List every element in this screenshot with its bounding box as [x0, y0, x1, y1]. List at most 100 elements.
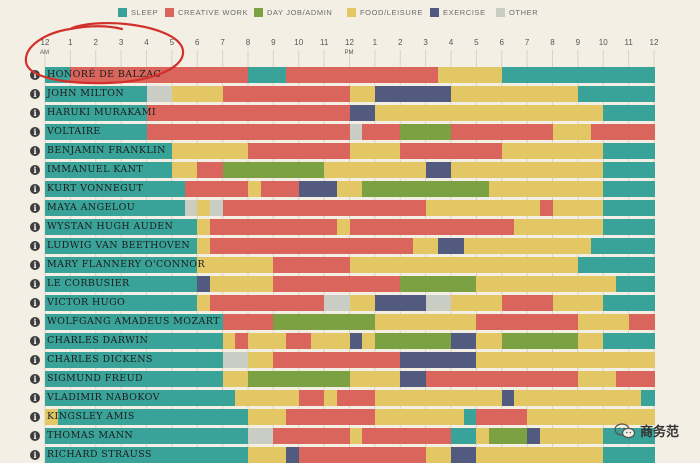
- bar-segment-sleep: [45, 219, 198, 235]
- bar-segment-creative: [260, 181, 300, 197]
- bar-segment-sleep: [45, 143, 173, 159]
- bar-segment-dayjob: [501, 333, 579, 349]
- bar-segment-sleep: [603, 333, 655, 349]
- bar-segment-exercise: [349, 333, 363, 349]
- bar-segment-food: [171, 143, 249, 159]
- bar-segment-sleep: [463, 409, 477, 425]
- bar-segment-creative: [197, 162, 224, 178]
- bar-segment-food: [349, 371, 401, 387]
- info-icon[interactable]: i: [30, 374, 40, 384]
- info-icon[interactable]: i: [30, 260, 40, 270]
- bar-segment-creative: [209, 219, 338, 235]
- bar-segment-dayjob: [222, 162, 325, 178]
- legend-item-exercise: EXERCISE: [430, 8, 486, 17]
- bar-segment-food: [451, 295, 503, 311]
- bar-segment-exercise: [451, 333, 477, 349]
- bar-segment-food: [349, 86, 376, 102]
- info-icon[interactable]: i: [30, 431, 40, 441]
- legend-label-food: FOOD/LEISURE: [360, 8, 424, 17]
- bar-segment-food: [311, 333, 350, 349]
- info-icon[interactable]: i: [30, 450, 40, 460]
- bar-segment-food: [374, 314, 477, 330]
- info-icon[interactable]: i: [30, 203, 40, 213]
- bar-segment-creative: [222, 86, 350, 102]
- bar-segment-food: [552, 124, 592, 140]
- info-icon[interactable]: i: [30, 165, 40, 175]
- bar-segment-creative: [146, 105, 350, 121]
- info-icon[interactable]: i: [30, 298, 40, 308]
- bar-segment-creative: [184, 181, 249, 197]
- bar-segment-other: [184, 200, 198, 216]
- info-icon[interactable]: i: [30, 355, 40, 365]
- legend-item-other: OTHER: [496, 8, 538, 17]
- bar-segment-sleep: [603, 143, 655, 159]
- bar-segment-exercise: [197, 276, 211, 292]
- info-icon[interactable]: i: [30, 146, 40, 156]
- info-icon[interactable]: i: [30, 393, 40, 403]
- row-name-label: RICHARD STRAUSS: [47, 449, 152, 460]
- row-name-label: CHARLES DARWIN: [47, 335, 149, 346]
- row-name-label: WOLFGANG AMADEUS MOZART: [47, 316, 220, 327]
- bar-segment-sleep: [57, 409, 249, 425]
- info-icon[interactable]: i: [30, 70, 40, 80]
- bar-segment-food: [45, 409, 59, 425]
- row-name-label: WYSTAN HUGH AUDEN: [47, 221, 174, 232]
- row-name-label: BENJAMIN FRANKLIN: [47, 145, 166, 156]
- info-icon[interactable]: i: [30, 317, 40, 327]
- info-icon[interactable]: i: [30, 184, 40, 194]
- info-icon[interactable]: i: [30, 412, 40, 422]
- bar-segment-exercise: [451, 447, 477, 463]
- tick-label-11: 11: [319, 38, 329, 47]
- bar-segment-other: [248, 428, 274, 444]
- row-name-label: LUDWIG VAN BEETHOVEN: [47, 240, 191, 251]
- bar-segment-food: [451, 86, 579, 102]
- legend-label-exercise: EXERCISE: [443, 8, 486, 17]
- bar-segment-creative: [476, 314, 579, 330]
- legend-item-creative: CREATIVE WORK: [165, 8, 248, 17]
- bar-segment-food: [222, 333, 236, 349]
- tick-label-12: 12: [345, 38, 354, 47]
- legend-swatch-other: [496, 8, 505, 17]
- bar-segment-exercise: [425, 162, 452, 178]
- bar-segment-food: [349, 257, 579, 273]
- bar-segment-creative: [273, 352, 401, 368]
- tick-am-label: AM: [40, 50, 49, 56]
- info-icon[interactable]: i: [30, 241, 40, 251]
- info-icon[interactable]: i: [30, 89, 40, 99]
- bar-segment-sleep: [45, 200, 186, 216]
- legend-swatch-sleep: [118, 8, 127, 17]
- tick-label-0: 12: [40, 38, 50, 47]
- bar-segment-creative: [248, 143, 350, 159]
- info-icon[interactable]: i: [30, 127, 40, 137]
- bar-segment-food: [336, 219, 350, 235]
- info-icon[interactable]: i: [30, 222, 40, 232]
- info-icon[interactable]: i: [30, 336, 40, 346]
- row-name-label: HONORÉ DE BALZAC: [47, 69, 162, 80]
- bar-segment-food: [476, 352, 655, 368]
- bar-segment-sleep: [45, 428, 249, 444]
- bar-segment-food: [577, 371, 617, 387]
- tick-label-20: 8: [550, 38, 555, 47]
- info-icon[interactable]: i: [30, 279, 40, 289]
- tick-label-23: 11: [624, 38, 633, 47]
- bar-segment-creative: [298, 390, 325, 406]
- bar-segment-creative: [146, 124, 350, 140]
- tick-label-2: 2: [93, 38, 98, 47]
- row-name-label: KURT VONNEGUT: [47, 183, 144, 194]
- row-name-label: IMMANUEL KANT: [47, 164, 144, 175]
- info-icon[interactable]: i: [30, 108, 40, 118]
- bar-segment-creative: [362, 428, 452, 444]
- bar-segment-creative: [501, 295, 553, 311]
- bar-segment-food: [527, 409, 655, 425]
- bar-segment-food: [248, 352, 274, 368]
- bar-segment-creative: [286, 333, 312, 349]
- legend-label-dayjob: DAY JOB/ADMIN: [267, 8, 333, 17]
- bar-segment-exercise: [349, 105, 376, 121]
- tick-label-10: 10: [294, 38, 304, 47]
- tick-label-9: 9: [271, 38, 276, 47]
- tick-pm-label: PM: [344, 50, 354, 56]
- row-name-label: JOHN MILTON: [47, 88, 125, 99]
- bar-segment-creative: [615, 371, 655, 387]
- bar-segment-creative: [222, 200, 427, 216]
- bar-segment-other: [209, 200, 224, 216]
